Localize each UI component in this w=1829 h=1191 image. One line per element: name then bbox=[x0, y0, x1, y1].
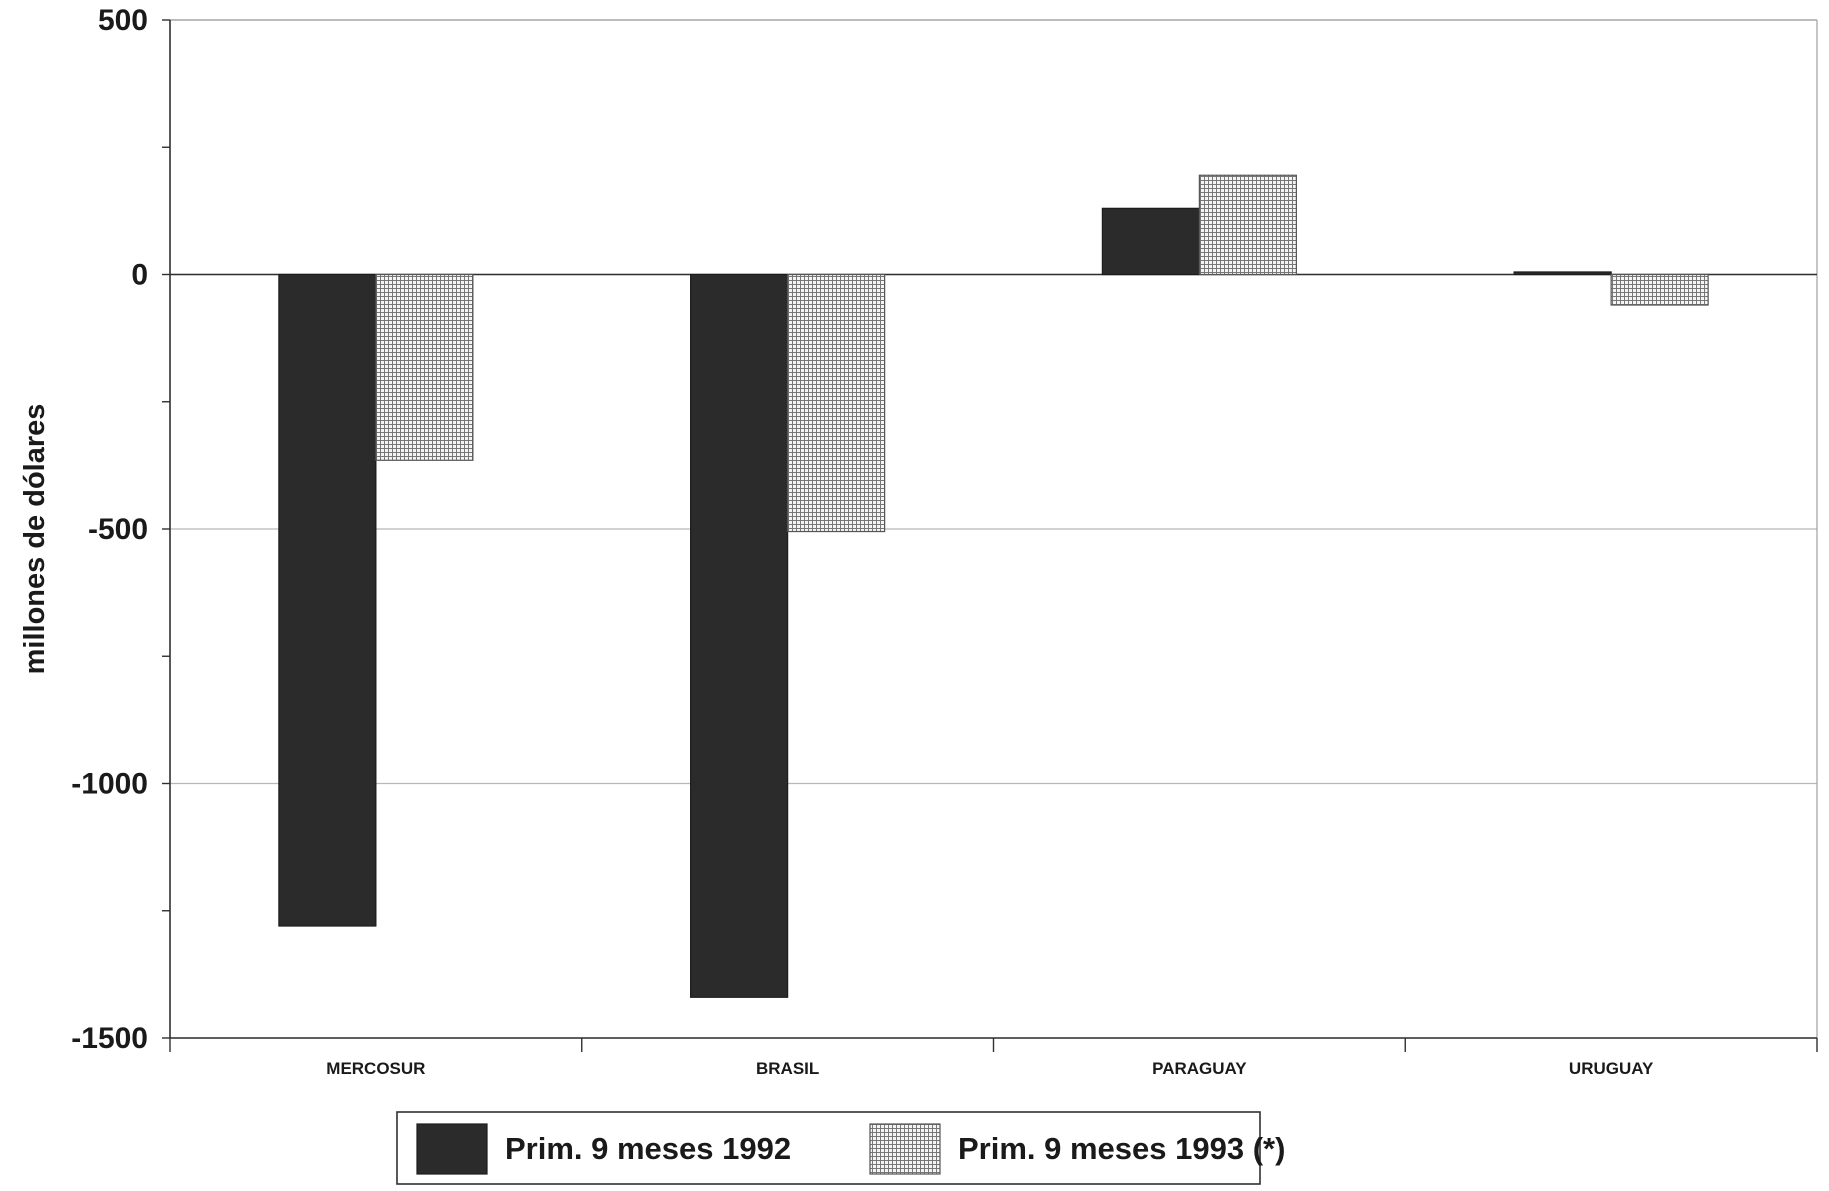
legend-label-series-2: Prim. 9 meses 1993 (*) bbox=[958, 1131, 1285, 1166]
y-tick-label: -500 bbox=[88, 513, 148, 546]
x-tick-label: URUGUAY bbox=[1569, 1059, 1654, 1078]
y-tick-label: -1000 bbox=[71, 768, 148, 801]
bar-paraguay-series-1 bbox=[1101, 207, 1200, 276]
axes bbox=[162, 19, 1818, 1052]
legend-swatch-series-2 bbox=[869, 1123, 941, 1175]
axis-labels: 500 0 -500 -1000 -1500 MERCOSUR BRASIL PARAGUAY… bbox=[19, 4, 1654, 1078]
bar-brasil-series-2 bbox=[787, 273, 886, 533]
x-tick-label: MERCOSUR bbox=[326, 1059, 425, 1078]
legend-swatch-series-1 bbox=[416, 1123, 488, 1175]
x-tick-label: PARAGUAY bbox=[1152, 1059, 1247, 1078]
y-tick-label: 0 bbox=[131, 259, 148, 292]
legend-box bbox=[396, 1111, 1261, 1185]
x-tick-label: BRASIL bbox=[756, 1059, 819, 1078]
y-tick-label: -1500 bbox=[71, 1022, 148, 1055]
bar-brasil-series-1 bbox=[690, 273, 789, 998]
bars bbox=[278, 174, 1709, 998]
bar-paraguay-series-2 bbox=[1198, 174, 1297, 276]
bar-mercosur-series-2 bbox=[375, 273, 474, 461]
legend-label-series-1: Prim. 9 meses 1992 bbox=[505, 1131, 791, 1166]
y-tick-label: 500 bbox=[98, 4, 148, 37]
bar-uruguay-series-2 bbox=[1610, 273, 1709, 306]
y-axis-title: millones de dólares bbox=[19, 404, 51, 675]
gridlines bbox=[170, 19, 1817, 1039]
bar-uruguay-series-1 bbox=[1513, 271, 1612, 276]
legend: Prim. 9 meses 1992 Prim. 9 meses 1993 (*) bbox=[396, 1111, 1285, 1185]
bar-mercosur-series-1 bbox=[278, 273, 377, 927]
